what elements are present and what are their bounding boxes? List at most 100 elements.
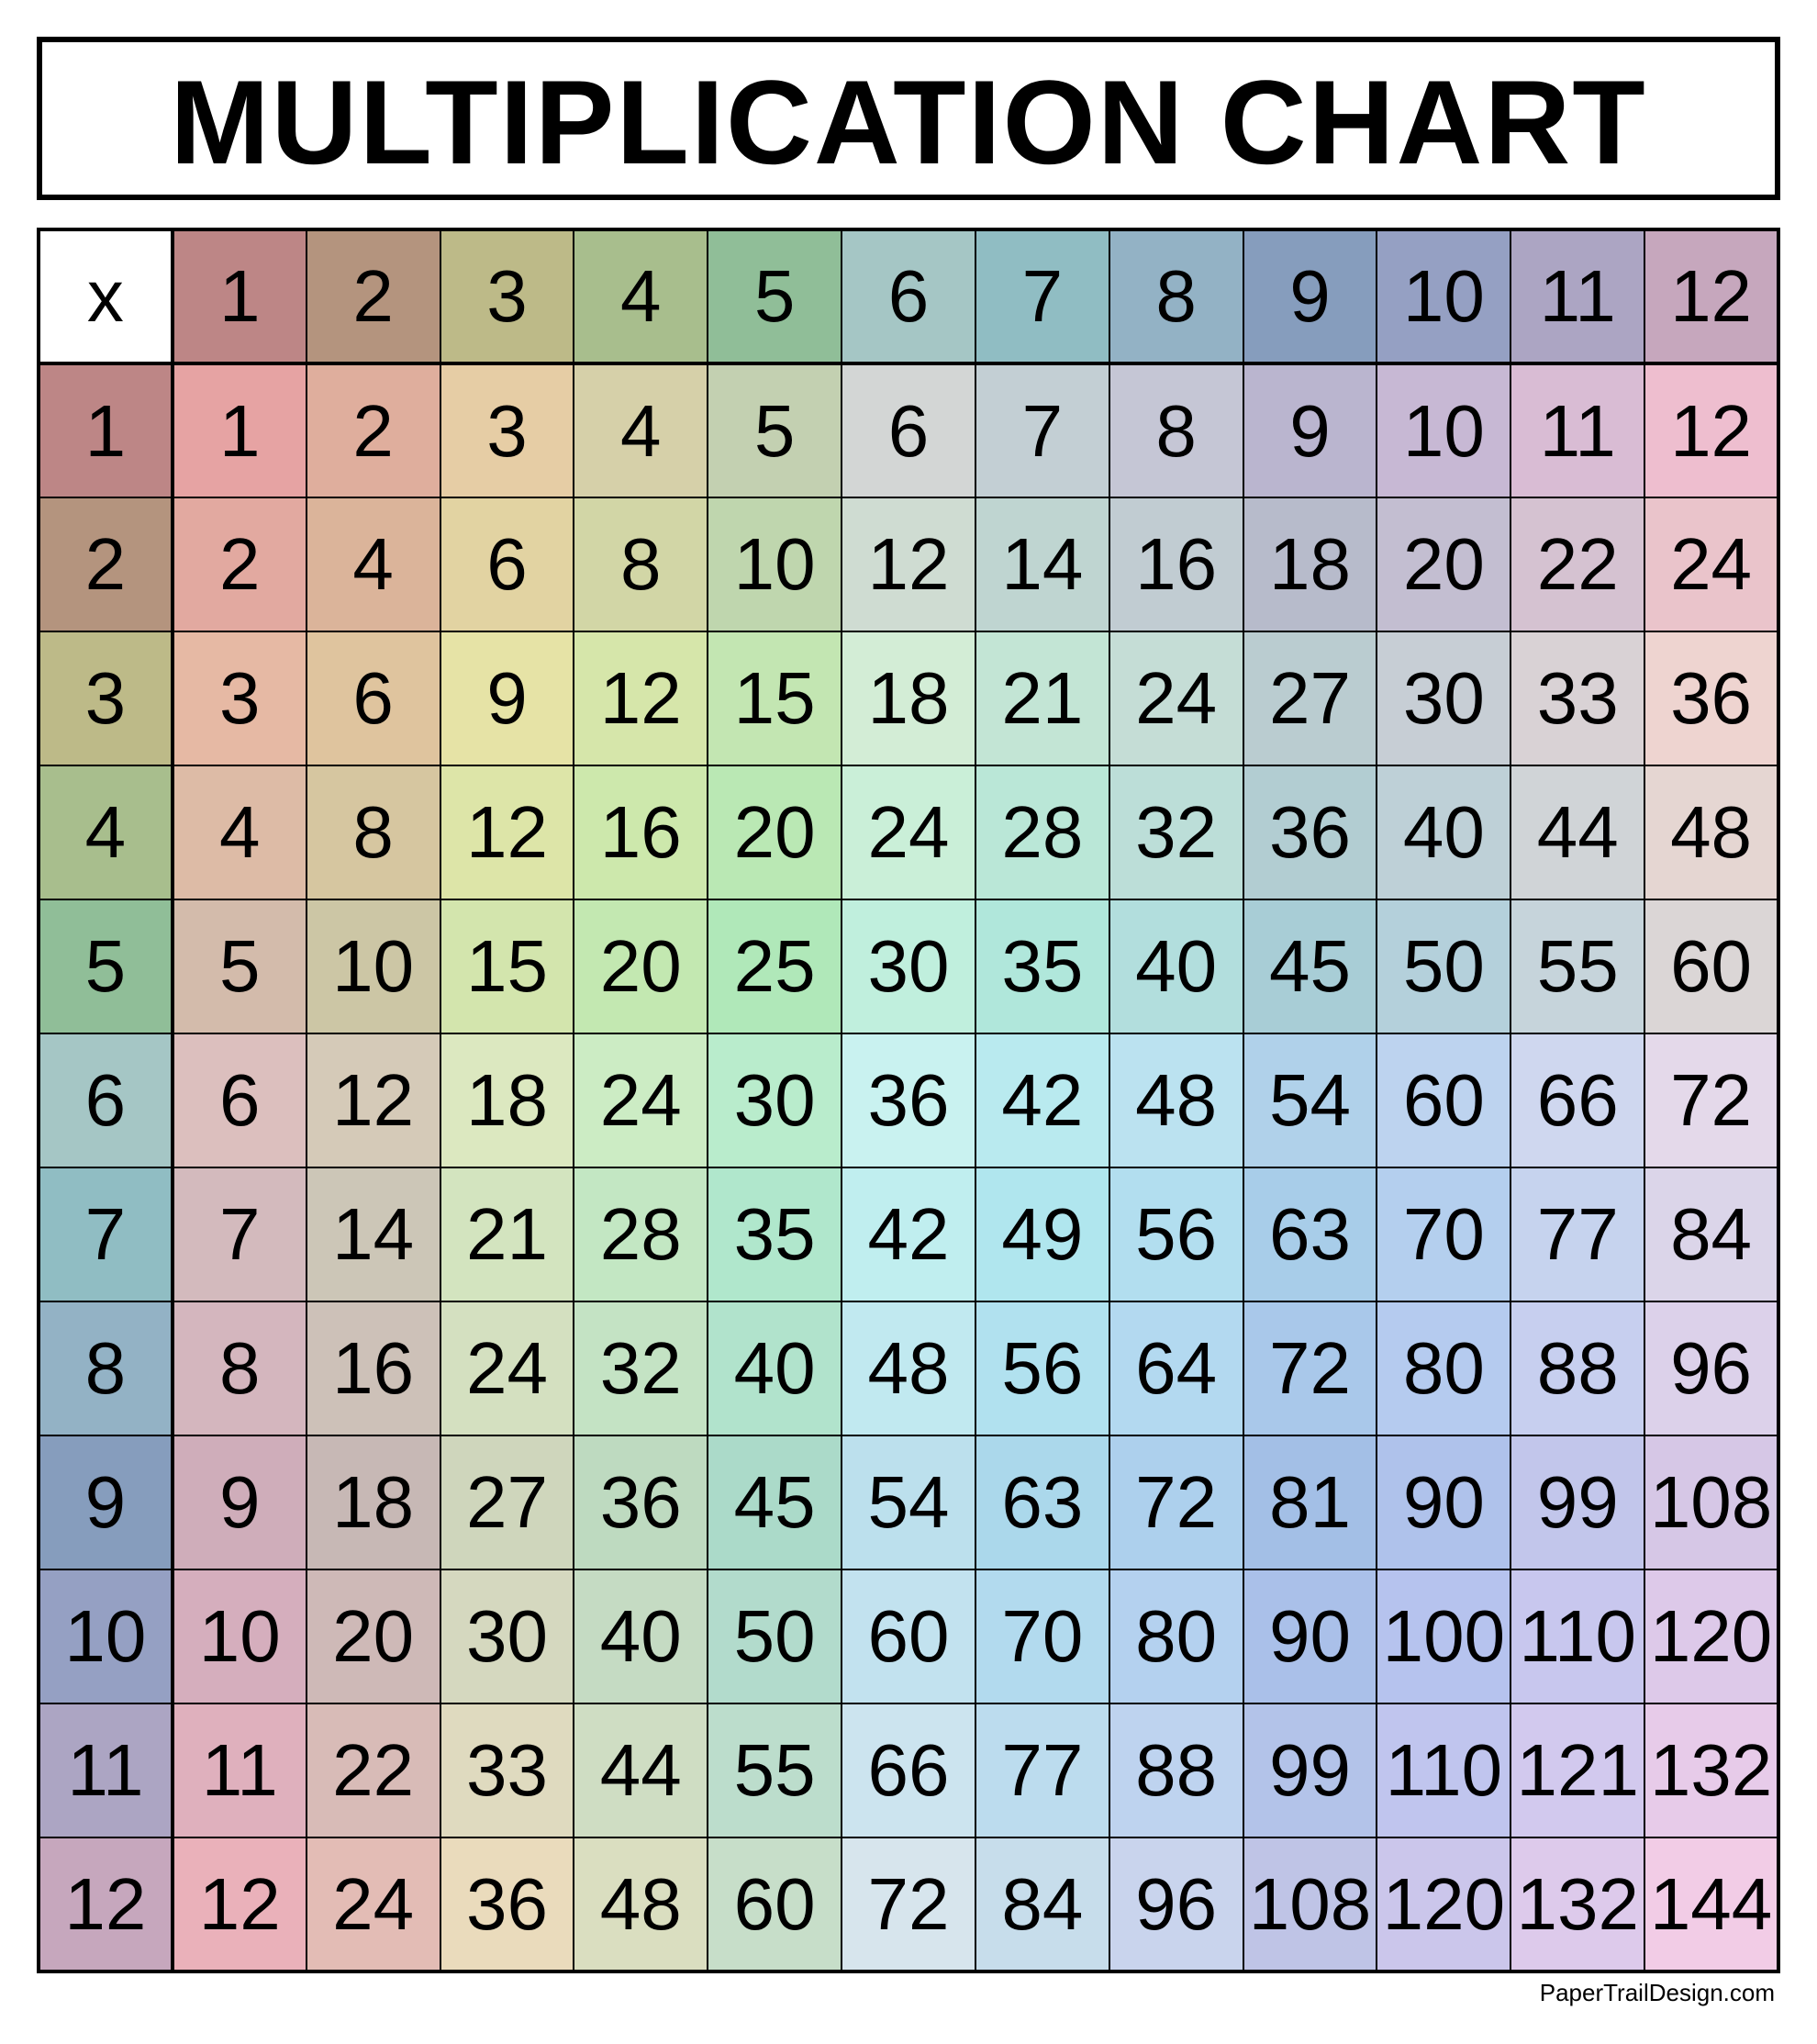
table-cell: 64: [1109, 1301, 1243, 1435]
table-cell: 2: [307, 363, 440, 497]
table-cell: 24: [440, 1301, 574, 1435]
table-cell: 8: [1109, 363, 1243, 497]
table-cell: 60: [1644, 899, 1778, 1033]
table-cell: 60: [708, 1837, 842, 1971]
table-cell: 55: [708, 1703, 842, 1837]
table-cell: 30: [1377, 631, 1510, 765]
table-cell: 99: [1510, 1435, 1644, 1569]
table-cell: 60: [1377, 1033, 1510, 1167]
table-cell: 18: [307, 1435, 440, 1569]
table-cell: 77: [975, 1703, 1109, 1837]
table-cell: 24: [574, 1033, 708, 1167]
table-cell: 108: [1243, 1837, 1377, 1971]
table-cell: 48: [574, 1837, 708, 1971]
table-cell: 132: [1510, 1837, 1644, 1971]
table-cell: 30: [440, 1569, 574, 1703]
row-header: 6: [39, 1033, 173, 1167]
table-cell: 21: [975, 631, 1109, 765]
table-cell: 5: [708, 363, 842, 497]
table-cell: 9: [1243, 363, 1377, 497]
chart-container: MULTIPLICATION CHART x123456789101112112…: [37, 37, 1780, 2007]
table-cell: 15: [708, 631, 842, 765]
table-cell: 72: [842, 1837, 975, 1971]
table-cell: 40: [1109, 899, 1243, 1033]
table-cell: 56: [1109, 1167, 1243, 1301]
table-cell: 70: [975, 1569, 1109, 1703]
table-cell: 60: [842, 1569, 975, 1703]
table-cell: 11: [1510, 363, 1644, 497]
col-header: 5: [708, 229, 842, 363]
table-cell: 84: [1644, 1167, 1778, 1301]
table-cell: 25: [708, 899, 842, 1033]
col-header: 10: [1377, 229, 1510, 363]
table-cell: 40: [1377, 765, 1510, 899]
table-cell: 10: [1377, 363, 1510, 497]
table-cell: 50: [1377, 899, 1510, 1033]
table-cell: 20: [574, 899, 708, 1033]
table-cell: 24: [307, 1837, 440, 1971]
table-cell: 30: [842, 899, 975, 1033]
table-cell: 45: [1243, 899, 1377, 1033]
table-cell: 8: [307, 765, 440, 899]
table-cell: 12: [574, 631, 708, 765]
table-cell: 90: [1377, 1435, 1510, 1569]
table-cell: 27: [1243, 631, 1377, 765]
table-cell: 14: [975, 497, 1109, 631]
table-cell: 48: [1644, 765, 1778, 899]
table-cell: 20: [307, 1569, 440, 1703]
table-cell: 36: [440, 1837, 574, 1971]
table-cell: 90: [1243, 1569, 1377, 1703]
col-header: 6: [842, 229, 975, 363]
table-cell: 50: [708, 1569, 842, 1703]
col-header: 2: [307, 229, 440, 363]
table-cell: 32: [1109, 765, 1243, 899]
table-cell: 20: [1377, 497, 1510, 631]
table-cell: 15: [440, 899, 574, 1033]
col-header: 8: [1109, 229, 1243, 363]
table-cell: 14: [307, 1167, 440, 1301]
table-cell: 110: [1377, 1703, 1510, 1837]
table-cell: 70: [1377, 1167, 1510, 1301]
col-header: 3: [440, 229, 574, 363]
table-cell: 4: [574, 363, 708, 497]
table-cell: 35: [708, 1167, 842, 1301]
table-cell: 49: [975, 1167, 1109, 1301]
row-header: 11: [39, 1703, 173, 1837]
table-cell: 40: [708, 1301, 842, 1435]
row-header: 12: [39, 1837, 173, 1971]
table-cell: 28: [574, 1167, 708, 1301]
table-cell: 108: [1644, 1435, 1778, 1569]
table-cell: 35: [975, 899, 1109, 1033]
chart-title: MULTIPLICATION CHART: [42, 53, 1775, 191]
col-header: 7: [975, 229, 1109, 363]
table-cell: 6: [440, 497, 574, 631]
table-cell: 63: [975, 1435, 1109, 1569]
table-cell: 10: [708, 497, 842, 631]
table-cell: 72: [1109, 1435, 1243, 1569]
row-header: 8: [39, 1301, 173, 1435]
table-cell: 96: [1644, 1301, 1778, 1435]
table-cell: 66: [842, 1703, 975, 1837]
table-cell: 48: [1109, 1033, 1243, 1167]
table-cell: 3: [440, 363, 574, 497]
table-cell: 10: [307, 899, 440, 1033]
row-header: 2: [39, 497, 173, 631]
col-header: 9: [1243, 229, 1377, 363]
table-cell: 80: [1377, 1301, 1510, 1435]
table-cell: 96: [1109, 1837, 1243, 1971]
table-cell: 132: [1644, 1703, 1778, 1837]
table-cell: 36: [1243, 765, 1377, 899]
table-cell: 44: [1510, 765, 1644, 899]
col-header: 12: [1644, 229, 1778, 363]
table-cell: 36: [842, 1033, 975, 1167]
table-cell: 6: [842, 363, 975, 497]
table-cell: 5: [173, 899, 307, 1033]
table-cell: 11: [173, 1703, 307, 1837]
table-cell: 16: [1109, 497, 1243, 631]
row-header: 4: [39, 765, 173, 899]
table-cell: 99: [1243, 1703, 1377, 1837]
table-cell: 18: [440, 1033, 574, 1167]
row-header: 9: [39, 1435, 173, 1569]
table-cell: 24: [1109, 631, 1243, 765]
table-cell: 33: [1510, 631, 1644, 765]
